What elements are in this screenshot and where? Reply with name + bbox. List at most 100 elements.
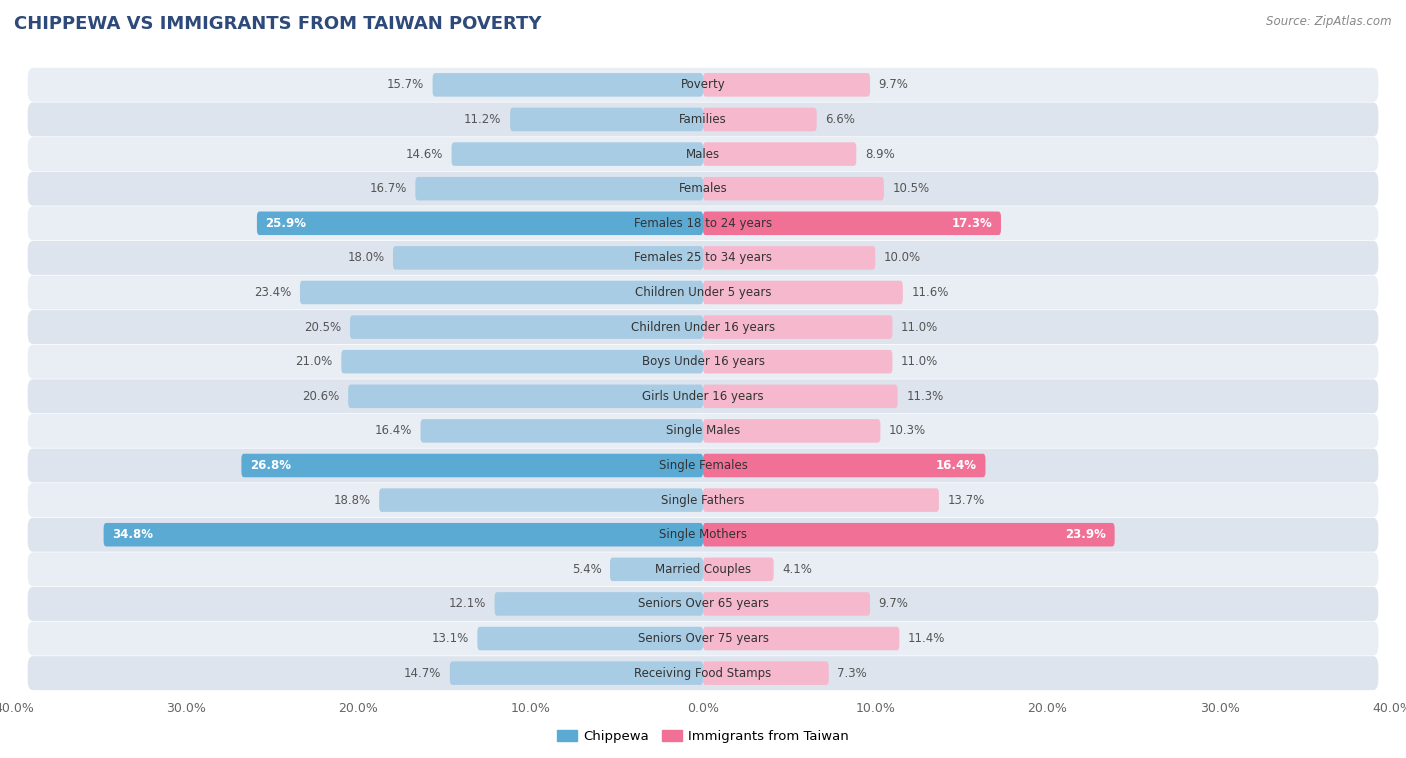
- Text: 23.9%: 23.9%: [1066, 528, 1107, 541]
- Text: Children Under 16 years: Children Under 16 years: [631, 321, 775, 334]
- Text: 11.6%: 11.6%: [911, 286, 949, 299]
- FancyBboxPatch shape: [28, 656, 1378, 690]
- FancyBboxPatch shape: [703, 488, 939, 512]
- FancyBboxPatch shape: [28, 483, 1378, 517]
- FancyBboxPatch shape: [299, 280, 703, 304]
- FancyBboxPatch shape: [28, 587, 1378, 621]
- FancyBboxPatch shape: [349, 384, 703, 408]
- Text: 16.7%: 16.7%: [370, 182, 406, 195]
- Text: 6.6%: 6.6%: [825, 113, 855, 126]
- Text: 11.3%: 11.3%: [907, 390, 943, 402]
- Text: 10.5%: 10.5%: [893, 182, 929, 195]
- FancyBboxPatch shape: [28, 68, 1378, 102]
- Text: 10.0%: 10.0%: [884, 252, 921, 265]
- Text: 13.7%: 13.7%: [948, 493, 984, 506]
- Text: 21.0%: 21.0%: [295, 356, 333, 368]
- FancyBboxPatch shape: [703, 523, 1115, 547]
- FancyBboxPatch shape: [28, 102, 1378, 136]
- FancyBboxPatch shape: [28, 206, 1378, 240]
- FancyBboxPatch shape: [415, 177, 703, 200]
- FancyBboxPatch shape: [28, 137, 1378, 171]
- Text: Seniors Over 75 years: Seniors Over 75 years: [637, 632, 769, 645]
- Text: 14.7%: 14.7%: [404, 666, 441, 680]
- FancyBboxPatch shape: [703, 108, 817, 131]
- Text: Source: ZipAtlas.com: Source: ZipAtlas.com: [1267, 15, 1392, 28]
- Text: 16.4%: 16.4%: [374, 424, 412, 437]
- FancyBboxPatch shape: [28, 518, 1378, 552]
- Text: CHIPPEWA VS IMMIGRANTS FROM TAIWAN POVERTY: CHIPPEWA VS IMMIGRANTS FROM TAIWAN POVER…: [14, 15, 541, 33]
- Text: Single Females: Single Females: [658, 459, 748, 472]
- FancyBboxPatch shape: [451, 143, 703, 166]
- FancyBboxPatch shape: [350, 315, 703, 339]
- Text: 4.1%: 4.1%: [782, 563, 813, 576]
- FancyBboxPatch shape: [703, 627, 900, 650]
- FancyBboxPatch shape: [510, 108, 703, 131]
- FancyBboxPatch shape: [495, 592, 703, 615]
- Text: 9.7%: 9.7%: [879, 78, 908, 92]
- Text: Single Fathers: Single Fathers: [661, 493, 745, 506]
- Text: 11.0%: 11.0%: [901, 356, 938, 368]
- FancyBboxPatch shape: [257, 211, 703, 235]
- FancyBboxPatch shape: [703, 350, 893, 374]
- Text: Single Mothers: Single Mothers: [659, 528, 747, 541]
- Text: Seniors Over 65 years: Seniors Over 65 years: [637, 597, 769, 610]
- FancyBboxPatch shape: [703, 246, 875, 270]
- FancyBboxPatch shape: [703, 454, 986, 478]
- Text: 34.8%: 34.8%: [112, 528, 153, 541]
- FancyBboxPatch shape: [703, 315, 893, 339]
- Text: Children Under 5 years: Children Under 5 years: [634, 286, 772, 299]
- Text: Females 18 to 24 years: Females 18 to 24 years: [634, 217, 772, 230]
- FancyBboxPatch shape: [28, 622, 1378, 656]
- Text: 5.4%: 5.4%: [572, 563, 602, 576]
- Legend: Chippewa, Immigrants from Taiwan: Chippewa, Immigrants from Taiwan: [551, 725, 855, 748]
- Text: 16.4%: 16.4%: [936, 459, 977, 472]
- Text: Single Males: Single Males: [666, 424, 740, 437]
- Text: Boys Under 16 years: Boys Under 16 years: [641, 356, 765, 368]
- FancyBboxPatch shape: [380, 488, 703, 512]
- Text: Married Couples: Married Couples: [655, 563, 751, 576]
- Text: 26.8%: 26.8%: [250, 459, 291, 472]
- Text: 17.3%: 17.3%: [952, 217, 993, 230]
- Text: Receiving Food Stamps: Receiving Food Stamps: [634, 666, 772, 680]
- FancyBboxPatch shape: [703, 143, 856, 166]
- Text: 23.4%: 23.4%: [254, 286, 291, 299]
- Text: 11.0%: 11.0%: [901, 321, 938, 334]
- Text: 8.9%: 8.9%: [865, 148, 894, 161]
- Text: 12.1%: 12.1%: [449, 597, 486, 610]
- Text: Poverty: Poverty: [681, 78, 725, 92]
- Text: Males: Males: [686, 148, 720, 161]
- FancyBboxPatch shape: [28, 172, 1378, 205]
- FancyBboxPatch shape: [703, 662, 828, 685]
- FancyBboxPatch shape: [28, 379, 1378, 413]
- Text: Girls Under 16 years: Girls Under 16 years: [643, 390, 763, 402]
- FancyBboxPatch shape: [703, 73, 870, 96]
- Text: 9.7%: 9.7%: [879, 597, 908, 610]
- Text: 11.4%: 11.4%: [908, 632, 945, 645]
- Text: Females 25 to 34 years: Females 25 to 34 years: [634, 252, 772, 265]
- FancyBboxPatch shape: [610, 558, 703, 581]
- Text: 20.6%: 20.6%: [302, 390, 340, 402]
- FancyBboxPatch shape: [703, 384, 897, 408]
- FancyBboxPatch shape: [420, 419, 703, 443]
- FancyBboxPatch shape: [28, 553, 1378, 586]
- Text: 15.7%: 15.7%: [387, 78, 425, 92]
- FancyBboxPatch shape: [342, 350, 703, 374]
- FancyBboxPatch shape: [28, 310, 1378, 344]
- FancyBboxPatch shape: [392, 246, 703, 270]
- FancyBboxPatch shape: [450, 662, 703, 685]
- Text: 20.5%: 20.5%: [304, 321, 342, 334]
- FancyBboxPatch shape: [478, 627, 703, 650]
- FancyBboxPatch shape: [28, 345, 1378, 379]
- FancyBboxPatch shape: [703, 211, 1001, 235]
- FancyBboxPatch shape: [28, 449, 1378, 483]
- FancyBboxPatch shape: [28, 414, 1378, 448]
- Text: 18.8%: 18.8%: [333, 493, 371, 506]
- FancyBboxPatch shape: [703, 592, 870, 615]
- Text: Families: Families: [679, 113, 727, 126]
- FancyBboxPatch shape: [242, 454, 703, 478]
- Text: 11.2%: 11.2%: [464, 113, 502, 126]
- FancyBboxPatch shape: [104, 523, 703, 547]
- Text: 13.1%: 13.1%: [432, 632, 468, 645]
- FancyBboxPatch shape: [28, 241, 1378, 275]
- FancyBboxPatch shape: [703, 558, 773, 581]
